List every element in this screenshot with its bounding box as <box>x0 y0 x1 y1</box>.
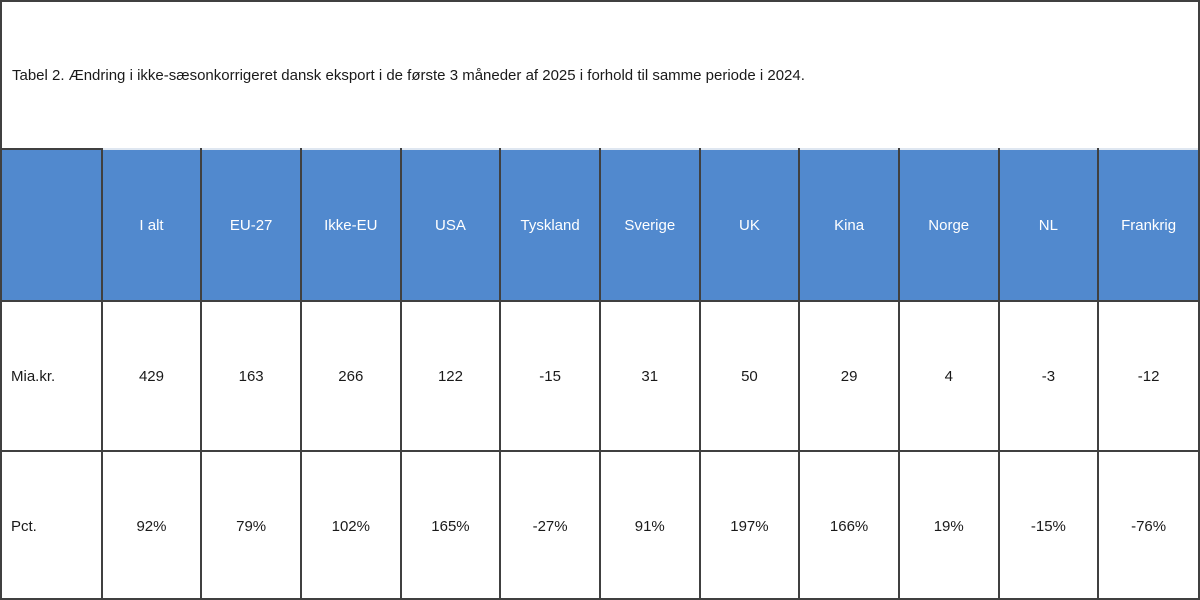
table-cell: 102% <box>299 450 402 598</box>
col-header-usa: USA <box>399 148 502 302</box>
col-header-sverige: Sverige <box>598 148 701 302</box>
row-label: Mia.kr. <box>2 300 103 452</box>
table-cell: 166% <box>798 450 900 598</box>
table-cell: -15 <box>499 300 601 452</box>
table-cell: -12 <box>1097 300 1198 452</box>
table-cell: -15% <box>997 450 1100 598</box>
table-cell: 165% <box>399 450 502 598</box>
table-cell: -27% <box>499 450 601 598</box>
col-header-frankrig: Frankrig <box>1097 148 1198 302</box>
row-label: Pct. <box>2 450 103 598</box>
table-cell: 79% <box>200 450 302 598</box>
col-header-ikke-eu: Ikke-EU <box>299 148 402 302</box>
table-row-mia-kr: Mia.kr. 429 163 266 122 -15 31 50 29 4 -… <box>2 300 1198 452</box>
col-header-uk: UK <box>698 148 801 302</box>
table-row-pct: Pct. 92% 79% 102% 165% -27% 91% 197% 166… <box>2 450 1198 598</box>
table-cell: 31 <box>598 300 701 452</box>
table-cell: 429 <box>100 300 203 452</box>
table-cell: -76% <box>1097 450 1198 598</box>
col-header-empty <box>2 148 103 302</box>
export-table: I alt EU-27 Ikke-EU USA Tyskland Sverige… <box>2 148 1198 598</box>
table-cell: 29 <box>798 300 900 452</box>
header-row: I alt EU-27 Ikke-EU USA Tyskland Sverige… <box>2 148 1198 302</box>
col-header-nl: NL <box>997 148 1100 302</box>
table-cell: 122 <box>399 300 502 452</box>
table-cell: 197% <box>698 450 801 598</box>
table-cell: 266 <box>299 300 402 452</box>
table-cell: 91% <box>598 450 701 598</box>
col-header-norge: Norge <box>897 148 1000 302</box>
table-cell: -3 <box>997 300 1100 452</box>
table-cell: 50 <box>698 300 801 452</box>
col-header-eu27: EU-27 <box>200 148 302 302</box>
table-caption: Tabel 2. Ændring i ikke-sæsonkorrigeret … <box>12 66 805 84</box>
table-cell: 163 <box>200 300 302 452</box>
col-header-i-alt: I alt <box>100 148 203 302</box>
col-header-kina: Kina <box>798 148 900 302</box>
table-cell: 4 <box>897 300 1000 452</box>
table-cell: 92% <box>100 450 203 598</box>
caption-area: Tabel 2. Ændring i ikke-sæsonkorrigeret … <box>2 2 1198 148</box>
table-cell: 19% <box>897 450 1000 598</box>
col-header-tyskland: Tyskland <box>499 148 601 302</box>
